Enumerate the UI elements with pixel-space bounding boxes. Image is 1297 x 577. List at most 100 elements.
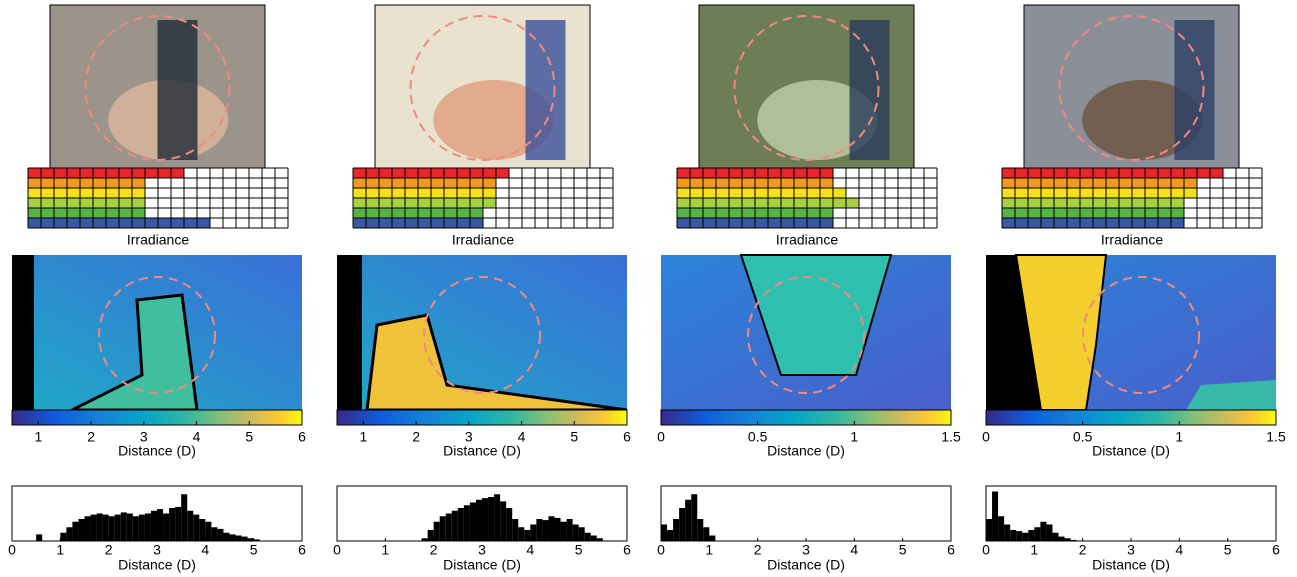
depth-shadow: [12, 255, 34, 410]
histogram-bar: [1016, 531, 1022, 541]
histogram-bar: [434, 522, 440, 541]
histogram-tick-label: 6: [298, 542, 306, 558]
irradiance-bar: [353, 198, 496, 208]
colorbar-tick-label: 1: [850, 429, 858, 445]
histogram-bar: [573, 525, 579, 542]
histogram-tick-label: 6: [947, 542, 955, 558]
irradiance-bar: [1002, 178, 1197, 188]
histogram-bar: [542, 520, 548, 541]
colorbar-tick-label: 0.5: [1073, 429, 1093, 445]
histogram-bar: [500, 501, 506, 541]
colorbar-label: Distance (D): [118, 443, 196, 459]
histogram-bar: [703, 527, 709, 541]
histogram-bar: [72, 522, 78, 541]
histogram-bar: [91, 515, 97, 541]
colorbar: [12, 410, 302, 425]
colorbar-tick-label: 6: [298, 429, 306, 445]
colorbar-tick-label: 1: [34, 429, 42, 445]
histogram-tick-label: 0: [982, 542, 990, 558]
histogram-bar: [591, 536, 597, 542]
photo-object: [526, 20, 566, 160]
histogram-tick-label: 5: [899, 542, 907, 558]
histogram-bar: [85, 516, 91, 541]
histogram-bar: [193, 515, 199, 541]
colorbar-tick-label: 0: [657, 429, 665, 445]
histogram-bar: [211, 527, 217, 541]
histogram-bar: [555, 518, 561, 541]
histogram-bar: [446, 514, 452, 542]
histogram-bar: [986, 519, 992, 541]
histogram-tick-label: 0: [657, 542, 665, 558]
histogram-label: Distance (D): [767, 557, 845, 573]
histogram-bar: [1010, 530, 1016, 541]
colorbar-tick-label: 2: [412, 429, 420, 445]
histogram-bar: [121, 512, 127, 541]
histogram-bar: [536, 519, 542, 541]
colorbar-tick-label: 6: [623, 429, 631, 445]
colorbar-tick-label: 0.5: [748, 429, 768, 445]
histogram-bar: [673, 519, 679, 541]
histogram-tick-label: 3: [153, 542, 161, 558]
histogram-tick-label: 4: [1175, 542, 1183, 558]
irradiance-label: Irradiance: [127, 232, 189, 248]
colorbar-tick-label: 1.5: [1266, 429, 1286, 445]
histogram-tick-label: 3: [802, 542, 810, 558]
irradiance-bar: [28, 208, 145, 218]
histogram-bar: [60, 533, 66, 541]
histogram-bar: [709, 536, 715, 542]
colorbar-tick-label: 1: [359, 429, 367, 445]
histogram-bar: [1059, 537, 1065, 541]
histogram-bar: [139, 515, 145, 541]
histogram-bar: [992, 492, 998, 542]
depth-shadow: [337, 255, 362, 410]
histogram-bar: [440, 516, 446, 541]
histogram-bar: [1004, 525, 1010, 542]
histogram-bar: [1028, 530, 1034, 541]
figure: Irradiance 1 2 3 4 5 6 Distance (D) 0 1 2 3 4 5 6 Dista…: [0, 0, 1297, 577]
histogram-tick-label: 1: [1030, 542, 1038, 558]
histogram-bar: [36, 534, 42, 541]
histogram-bar: [1040, 522, 1046, 541]
colorbar-tick-label: 2: [87, 429, 95, 445]
histogram-bar: [181, 494, 187, 541]
histogram-bar: [998, 516, 1004, 541]
histogram-tick-label: 2: [1079, 542, 1087, 558]
histogram-bar: [530, 525, 536, 542]
histogram-bar: [561, 522, 567, 541]
histogram-bar: [236, 536, 242, 542]
histogram-tick-label: 4: [850, 542, 858, 558]
irradiance-bar: [28, 188, 145, 198]
histogram-bar: [524, 530, 530, 541]
colorbar: [986, 410, 1276, 425]
colorbar-tick-label: 5: [570, 429, 578, 445]
photo-object: [850, 20, 890, 160]
histogram-bar: [205, 522, 211, 541]
histogram-bar: [1034, 527, 1040, 541]
histogram-bar: [1022, 533, 1028, 541]
histogram-bar: [697, 519, 703, 541]
colorbar-label: Distance (D): [443, 443, 521, 459]
irradiance-bar: [353, 178, 496, 188]
histogram-bar: [230, 534, 236, 541]
histogram-tick-label: 0: [333, 542, 341, 558]
histogram-bar: [476, 500, 482, 541]
colorbar-label: Distance (D): [767, 443, 845, 459]
irradiance-label: Irradiance: [776, 232, 838, 248]
page: {"panels": [ {"irradiance": {"label": "I…: [0, 0, 1297, 577]
histogram-tick-label: 3: [1127, 542, 1135, 558]
histogram-bar: [199, 519, 205, 541]
histogram-bar: [78, 519, 84, 541]
histogram-bar: [163, 514, 169, 542]
histogram-bar: [679, 508, 685, 541]
histogram-bar: [1046, 525, 1052, 542]
histogram-bar: [145, 514, 151, 542]
histogram-bar: [187, 511, 193, 541]
histogram-bar: [464, 505, 470, 541]
histogram-label: Distance (D): [1092, 557, 1170, 573]
histogram-bar: [66, 527, 72, 541]
histogram-tick-label: 1: [705, 542, 713, 558]
histogram-label: Distance (D): [443, 557, 521, 573]
histogram-bar: [494, 494, 500, 541]
irradiance-bar: [1002, 188, 1197, 198]
histogram-bar: [157, 509, 163, 541]
